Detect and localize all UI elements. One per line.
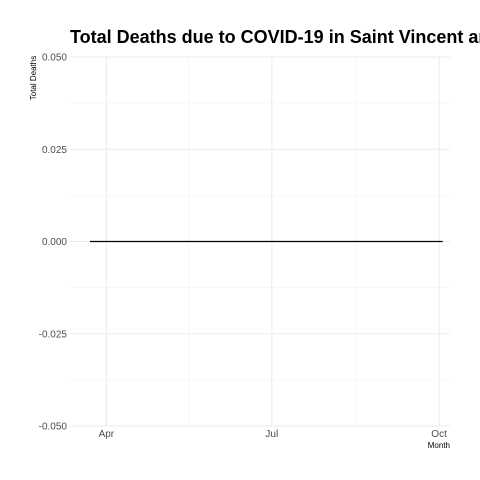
y-tick-label: -0.025 [39, 329, 68, 340]
x-tick-label: Apr [99, 429, 115, 440]
x-tick-label: Oct [431, 429, 447, 440]
tick-labels: Apr Jul Oct -0.050 -0.025 0.000 0.025 0.050 [39, 53, 447, 441]
chart-title: Total Deaths due to COVID-19 in Saint Vi… [70, 27, 480, 47]
y-tick-label: 0.025 [42, 145, 67, 156]
y-tick-label: 0.000 [42, 237, 67, 248]
y-axis-title: Total Deaths [29, 56, 38, 100]
x-tick-label: Jul [265, 429, 278, 440]
y-tick-label: -0.050 [39, 422, 68, 433]
y-tick-label: 0.050 [42, 53, 67, 64]
x-axis-title: Month [428, 441, 450, 450]
